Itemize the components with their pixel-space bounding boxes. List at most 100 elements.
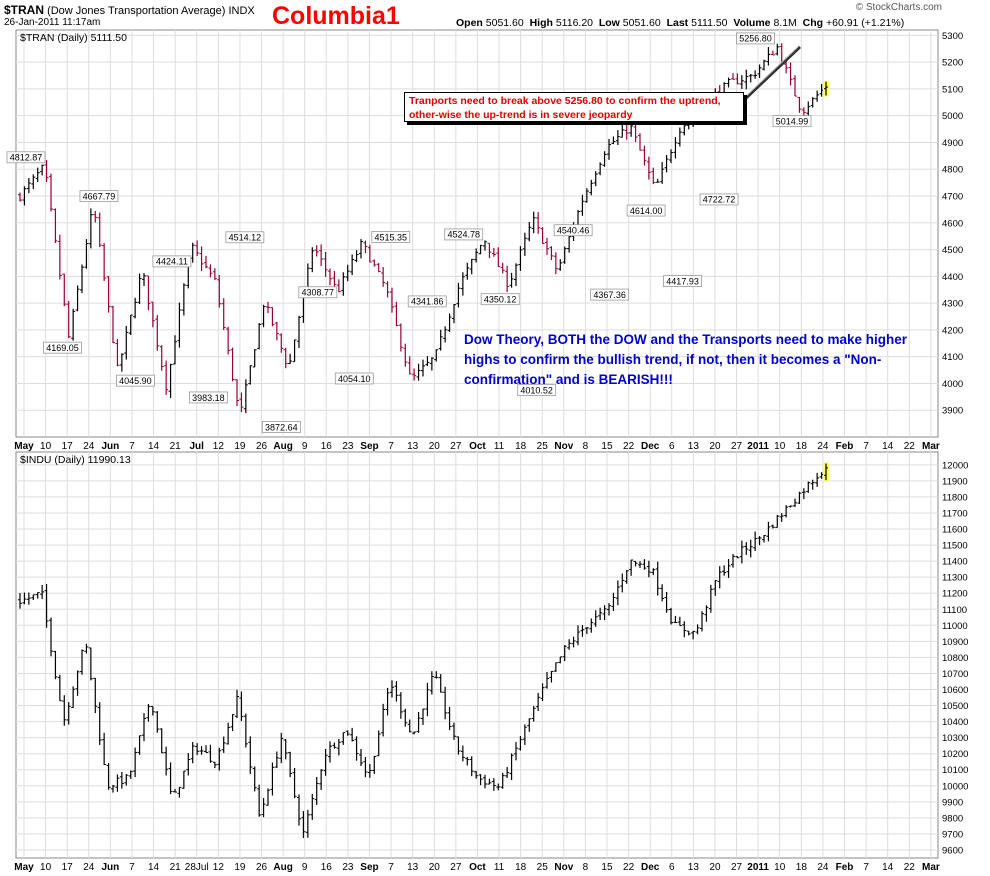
ohlc-bar	[744, 542, 749, 555]
ohlc-bar	[545, 671, 549, 689]
x-tick-label: 21	[170, 441, 182, 452]
price-label-box	[6, 151, 46, 164]
ohlc-bar	[421, 359, 425, 377]
x-tick-label: 10	[40, 862, 52, 873]
ohlc-bar	[403, 343, 408, 367]
ohlc-bar	[248, 365, 253, 385]
ohlc-bar	[443, 686, 448, 720]
ohlc-bar	[425, 356, 430, 367]
price-label-text: 4308.77	[302, 288, 335, 298]
x-tick-label: 14	[882, 441, 894, 452]
ohlc-bar	[35, 167, 40, 183]
ohlc-bar	[806, 481, 811, 493]
y-tick-label: 4200	[942, 325, 963, 336]
ohlc-bar	[239, 392, 244, 413]
ohlc-bar	[527, 222, 532, 242]
ohlc-bar	[119, 353, 124, 372]
y-tick-label: 10200	[942, 749, 968, 760]
ohlc-bar	[664, 154, 669, 173]
y-tick-label: 5000	[942, 111, 963, 122]
symbol: $TRAN	[4, 3, 45, 17]
x-tick-label: 18	[515, 862, 527, 873]
ohlc-bar	[279, 333, 284, 353]
ohlc-bar	[646, 156, 651, 180]
y-tick-label: 9800	[942, 813, 963, 824]
ohlc-bar	[553, 662, 558, 672]
ohlc-bar	[49, 617, 53, 657]
ohlc-bar	[731, 73, 735, 80]
y-tick-label: 5200	[942, 58, 963, 69]
ohlc-bar	[261, 304, 266, 328]
price-label-text: 5014.99	[776, 116, 809, 126]
ohlc-bar	[88, 647, 93, 681]
ohlc-bar	[460, 272, 465, 296]
y-tick-label: 10700	[942, 669, 968, 680]
x-tick-label: 15	[601, 862, 613, 873]
ohlc-bar	[18, 592, 22, 609]
ohlc-bar	[204, 745, 208, 753]
ohlc-bar	[562, 645, 567, 662]
ohlc-bar	[487, 242, 492, 259]
ohlc-bar	[106, 762, 111, 790]
ohlc-bar	[474, 770, 479, 779]
ohlc-bar	[438, 329, 443, 351]
ohlc-bar	[22, 592, 27, 605]
ohlc-bar	[208, 744, 213, 763]
volume-value: 8.1M	[773, 17, 797, 29]
ohlc-bar	[478, 244, 483, 255]
x-tick-label: 8	[583, 441, 589, 452]
ohlc-bar	[584, 188, 589, 203]
ohlc-bar	[593, 171, 598, 187]
ohlc-bar	[478, 774, 483, 786]
x-tick-label: 20	[709, 441, 721, 452]
ohlc-bar	[173, 788, 177, 793]
ohlc-bar	[638, 561, 642, 568]
ohlc-bar	[119, 771, 124, 789]
ohlc-bar	[217, 274, 222, 308]
ohlc-bar	[40, 584, 45, 600]
ohlc-bar	[398, 323, 403, 352]
ohlc-bar	[394, 681, 399, 702]
x-tick-label: 21	[170, 862, 182, 873]
y-tick-label: 11600	[942, 525, 968, 536]
ohlc-bar	[288, 353, 293, 365]
ohlc-bar	[655, 178, 660, 183]
ohlc-bar	[779, 513, 784, 522]
ohlc-bar	[359, 239, 363, 259]
ohlc-bar	[248, 736, 253, 774]
ohlc-bar	[71, 686, 76, 709]
ohlc-bar	[580, 625, 585, 637]
ohlc-bar	[757, 64, 762, 78]
ohlc-bar	[762, 535, 766, 543]
y-tick-label: 10000	[942, 781, 968, 792]
y-tick-label: 4900	[942, 138, 963, 149]
x-tick-label: 13	[407, 441, 419, 452]
price-label-text: 4417.93	[666, 276, 699, 286]
ohlc-bar	[137, 735, 142, 755]
x-tick-label: Jul	[190, 441, 205, 452]
ohlc-bar	[651, 568, 656, 576]
ohlc-bar	[390, 680, 394, 698]
callout-pointer	[742, 45, 802, 102]
price-label-text: 4812.87	[10, 153, 43, 163]
x-tick-label: 11	[494, 862, 505, 873]
ohlc-bar	[257, 784, 262, 817]
price-label-text: 4169.05	[46, 343, 79, 353]
price-label-text: 4424.11	[156, 257, 188, 267]
ohlc-bar	[195, 240, 200, 257]
price-label: 4417.93	[663, 275, 702, 287]
ohlc-bar	[111, 305, 115, 344]
y-tick-label: 11400	[942, 557, 968, 568]
x-tick-label: 10	[774, 441, 786, 452]
ohlc-bar	[615, 130, 620, 146]
ohlc-bar	[540, 227, 545, 245]
price-label-text: 5256.80	[739, 34, 772, 44]
ohlc-bar	[159, 728, 164, 754]
y-tick-label: 10800	[942, 653, 968, 664]
x-tick-label: May	[14, 862, 34, 873]
ohlc-bar	[243, 713, 248, 748]
price-label-box	[699, 193, 739, 206]
ohlc-bar	[629, 124, 634, 137]
ohlc-bar	[137, 273, 142, 305]
ohlc-bar	[429, 357, 434, 371]
